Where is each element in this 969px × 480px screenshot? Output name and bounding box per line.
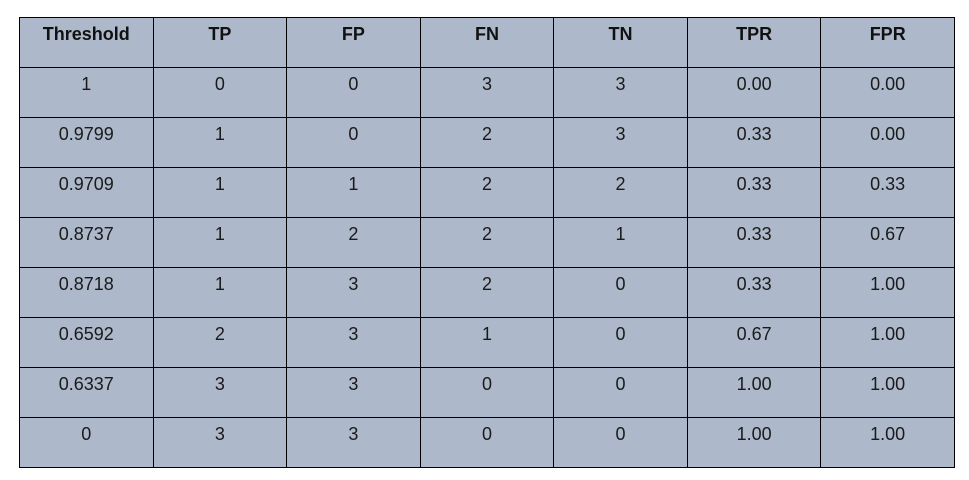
- table-cell: 0: [419, 367, 555, 418]
- table-cell: 1: [419, 317, 555, 368]
- table-cell: 0.9799: [19, 117, 154, 168]
- table-row: 0 3 3 0 0 1.00 1.00: [19, 417, 955, 468]
- table-cell: 0: [152, 67, 288, 118]
- table-cell: 0: [553, 267, 688, 318]
- table-row: 0.6592 2 3 1 0 0.67 1.00: [19, 317, 955, 368]
- table-cell: 2: [152, 317, 288, 368]
- table-cell: 0.00: [820, 117, 955, 168]
- table-cell: 3: [286, 367, 421, 418]
- table-cell: 1: [152, 117, 288, 168]
- table-cell: 1: [152, 217, 288, 268]
- table-cell: 0: [286, 117, 421, 168]
- table-cell: 1.00: [820, 267, 955, 318]
- table-cell: 3: [553, 117, 688, 168]
- table-cell: 3: [553, 67, 688, 118]
- table-cell: 0.33: [686, 167, 822, 218]
- table-row: 0.6337 3 3 0 0 1.00 1.00: [19, 367, 955, 418]
- table-cell: 0: [553, 417, 688, 468]
- table-cell: 3: [152, 417, 288, 468]
- table-cell: 1.00: [820, 417, 955, 468]
- column-header: TPR: [686, 17, 822, 68]
- table-cell: 2: [553, 167, 688, 218]
- table-cell: 0.9709: [19, 167, 154, 218]
- column-header: FPR: [820, 17, 955, 68]
- table-cell: 0.8737: [19, 217, 154, 268]
- table-cell: 3: [286, 317, 421, 368]
- table-cell: 2: [419, 117, 555, 168]
- table-cell: 0: [19, 417, 154, 468]
- table-cell: 1: [152, 267, 288, 318]
- table-cell: 0.8718: [19, 267, 154, 318]
- table-cell: 1.00: [686, 417, 822, 468]
- table-cell: 3: [152, 367, 288, 418]
- table-cell: 2: [286, 217, 421, 268]
- table-cell: 2: [419, 217, 555, 268]
- table-cell: 1.00: [820, 367, 955, 418]
- table-cell: 0.00: [686, 67, 822, 118]
- table-cell: 1: [286, 167, 421, 218]
- table-cell: 0: [553, 367, 688, 418]
- table-cell: 0.33: [686, 117, 822, 168]
- table-cell: 1: [152, 167, 288, 218]
- table-cell: 0: [553, 317, 688, 368]
- table-cell: 1.00: [820, 317, 955, 368]
- table-cell: 0.33: [686, 217, 822, 268]
- table-row: 0.9799 1 0 2 3 0.33 0.00: [19, 117, 955, 168]
- table-row: 0.8737 1 2 2 1 0.33 0.67: [19, 217, 955, 268]
- table-row: 1 0 0 3 3 0.00 0.00: [19, 67, 955, 118]
- column-header: FP: [286, 17, 421, 68]
- table-cell: 0: [419, 417, 555, 468]
- table-cell: 0: [286, 67, 421, 118]
- table-row: 0.8718 1 3 2 0 0.33 1.00: [19, 267, 955, 318]
- column-header: Threshold: [19, 17, 154, 68]
- table-cell: 1: [19, 67, 154, 118]
- table-cell: 3: [286, 417, 421, 468]
- table-cell: 2: [419, 267, 555, 318]
- column-header: TP: [152, 17, 288, 68]
- table-cell: 1: [553, 217, 688, 268]
- table-cell: 1.00: [686, 367, 822, 418]
- table-cell: 0.33: [820, 167, 955, 218]
- table-cell: 0.00: [820, 67, 955, 118]
- header-row: Threshold TP FP FN TN TPR FPR: [19, 17, 955, 68]
- table-cell: 0.6592: [19, 317, 154, 368]
- table-cell: 0.33: [686, 267, 822, 318]
- table-cell: 0.6337: [19, 367, 154, 418]
- table-cell: 0.67: [820, 217, 955, 268]
- table-cell: 2: [419, 167, 555, 218]
- roc-threshold-table: Threshold TP FP FN TN TPR FPR 1 0 0 3 3 0.00 0.00 0.9…: [19, 17, 955, 468]
- table-cell: 0.67: [686, 317, 822, 368]
- column-header: TN: [553, 17, 688, 68]
- table-cell: 3: [419, 67, 555, 118]
- table-row: 0.9709 1 1 2 2 0.33 0.33: [19, 167, 955, 218]
- column-header: FN: [419, 17, 555, 68]
- table-cell: 3: [286, 267, 421, 318]
